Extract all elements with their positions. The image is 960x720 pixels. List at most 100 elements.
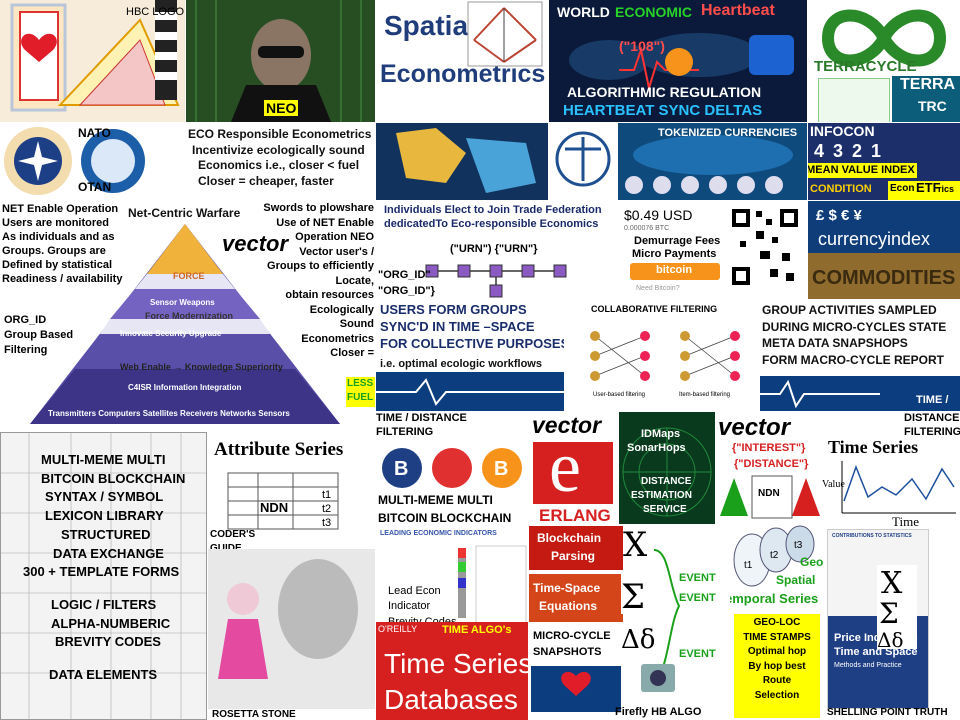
attr-t3: t3: [322, 517, 332, 529]
swords-line: Ecologically: [309, 303, 374, 316]
activities-line: DURING MICRO-CYCLES STATE: [762, 319, 947, 334]
heartbeat-code: ("108"): [619, 38, 665, 54]
pyramid-title: Net-Centric Warfare: [128, 206, 241, 220]
eco-line: Incentivize ecologically sound: [192, 142, 365, 157]
idmaps-line1: IDMaps: [641, 428, 681, 440]
trc-label: TRC: [918, 98, 947, 114]
qr-code-icon: [730, 207, 800, 287]
distance-label: {"DISTANCE"}: [734, 458, 809, 470]
erlang-tile: e ERLANG: [529, 442, 618, 530]
tier-web: Web Enable → Knowledge Superiority: [120, 362, 283, 372]
activities-lines: GROUP ACTIVITIES SAMPLED DURING MICRO-CY…: [762, 302, 946, 368]
ndn-triangles-icon: [720, 475, 820, 519]
fuel-label: FUEL: [347, 392, 374, 403]
vector-right-tile: vector {"INTEREST"} {"DISTANCE"} NDN: [716, 412, 821, 524]
org-line: Group Based: [4, 328, 74, 341]
attr-t1: t1: [322, 489, 332, 501]
org-line: ORG_ID: [4, 314, 47, 326]
svg-text:B: B: [494, 458, 508, 480]
geo-loc-line: By hop best: [748, 660, 806, 672]
lexicon-line: STRUCTURED: [61, 526, 151, 542]
swords-line: Operation NEO: [295, 231, 374, 244]
heartbeat-line-icon: [376, 378, 564, 406]
infocon-title: INFOCON: [810, 123, 875, 139]
event2: EVENT: [679, 592, 716, 604]
currency-map-icon: [618, 123, 807, 200]
idmaps-box3: SERVICE: [643, 504, 687, 515]
terracycle-tile: TERRACYCLE TERRA TRC: [808, 0, 960, 122]
tse-line1: Time-Space: [533, 581, 601, 595]
groups-sub: i.e. optimal ecologic workflows: [380, 358, 542, 370]
net-line: Groups. Groups are: [2, 244, 106, 257]
heartbeat-economic: ECONOMIC: [615, 4, 692, 20]
hbc-label: HBC LOGO: [126, 6, 185, 18]
blockchain-tile: Blockchain Parsing Time-Space Equations …: [529, 526, 729, 720]
tokenized-label: TOKENIZED CURRENCIES: [658, 127, 798, 139]
tse-box: Time-Space Equations: [529, 574, 623, 622]
eco-line: Economics i.e., closer < fuel: [198, 158, 360, 173]
pyramid-chart: [30, 224, 340, 424]
swords-line: Sound: [339, 318, 374, 331]
net-line: NET Enable Operation: [2, 203, 119, 215]
indicators-title: LEADING ECONOMIC INDICATORS: [380, 530, 497, 537]
swords-line: Locate,: [335, 274, 374, 287]
heartbeat-world: WORLD: [557, 4, 610, 20]
parsing-box: Blockchain Parsing: [529, 526, 623, 570]
lexicon-line: DATA EXCHANGE: [53, 545, 164, 561]
bitcoin-button[interactable]: bitcoin: [630, 263, 720, 280]
td-right2: FILTERING: [904, 426, 960, 438]
erlang-word: ERLANG: [539, 506, 611, 525]
vector-mid-tile: vector: [528, 412, 618, 442]
terracycle-name: TERRACYCLE: [814, 58, 917, 75]
otan-label: OTAN: [78, 180, 112, 194]
currencyindex-word: currencyindex: [818, 229, 931, 249]
need-bitcoin-link[interactable]: Need Bitcoin?: [636, 285, 680, 292]
svg-text:Σ: Σ: [879, 597, 899, 630]
event3: EVENT: [679, 648, 716, 660]
handshake-icon: [818, 78, 890, 122]
ndn-label: NDN: [758, 488, 780, 499]
less-fuel-badge: LESS FUEL: [346, 377, 375, 407]
geo-loc-line: GEO-LOC: [753, 617, 801, 628]
activities-time: TIME /: [916, 394, 949, 406]
heartbeat-word: Heartbeat: [701, 2, 775, 19]
indicators-line: Indicator: [388, 600, 431, 613]
svg-text:Σ: Σ: [621, 577, 645, 617]
idmaps-tile: IDMaps SonarHops DISTANCE ESTIMATION SER…: [619, 412, 715, 524]
ts-title: Time Series: [828, 437, 919, 457]
geo-loc-line: Optimal hop: [747, 646, 807, 657]
federation-line: dedicatedTo Eco-responsible Economics: [384, 218, 599, 231]
td-line1: TIME / DISTANCE: [376, 412, 467, 424]
geo-t3: t3: [794, 540, 803, 551]
nato-tile: NATO OTAN: [0, 123, 185, 200]
swords-line: Closer =: [330, 347, 374, 360]
idmaps-box1: DISTANCE: [641, 476, 692, 487]
hbc-logo-tile: HBC LOGO: [0, 0, 185, 122]
svg-text:B: B: [394, 458, 408, 480]
btc-price: $0.49 USD: [624, 207, 693, 223]
ts-xlabel: Time: [892, 514, 919, 529]
bitcoin-label: bitcoin: [656, 264, 693, 276]
eco-line: Closer = cheaper, faster: [198, 173, 334, 188]
less-label: LESS: [347, 378, 374, 389]
attribute-grid: [227, 472, 339, 530]
org-line: Filtering: [4, 343, 48, 356]
groups-lines: USERS FORM GROUPS SYNC'D IN TIME –SPACE …: [380, 302, 564, 353]
federation-lines: Individuals Elect to Join Trade Federati…: [384, 203, 602, 232]
groups-line: FOR COLLECTIVE PURPOSES: [380, 335, 564, 351]
network-diagram-icon: [467, 1, 543, 67]
currencyindex-tile: £ $ € ¥ currencyindex COMMODITIES: [808, 201, 960, 299]
org-lines: ORG_ID Group Based Filtering: [4, 313, 73, 358]
geo-loc-line: Selection: [754, 689, 800, 701]
geo-loc-box: GEO-LOC TIME STAMPS Optimal hop By hop b…: [734, 614, 820, 718]
eco-line: ECO Responsible Econometrics: [188, 127, 372, 141]
tse-line2: Equations: [539, 599, 598, 613]
swords-line: Swords to plowshare: [263, 202, 374, 214]
attribute-title: Attribute Series: [214, 439, 344, 460]
eco-lines: ECO Responsible Econometrics Incentivize…: [188, 127, 371, 189]
swords-line: Use of NET Enable: [276, 216, 374, 229]
rosetta-label: ROSETTA STONE: [212, 709, 296, 720]
org-id-1: "ORG_ID": [378, 269, 431, 281]
erlang-logo-box: [533, 442, 613, 504]
lexicon-line: ALPHA-NUMBERIC: [51, 615, 171, 631]
